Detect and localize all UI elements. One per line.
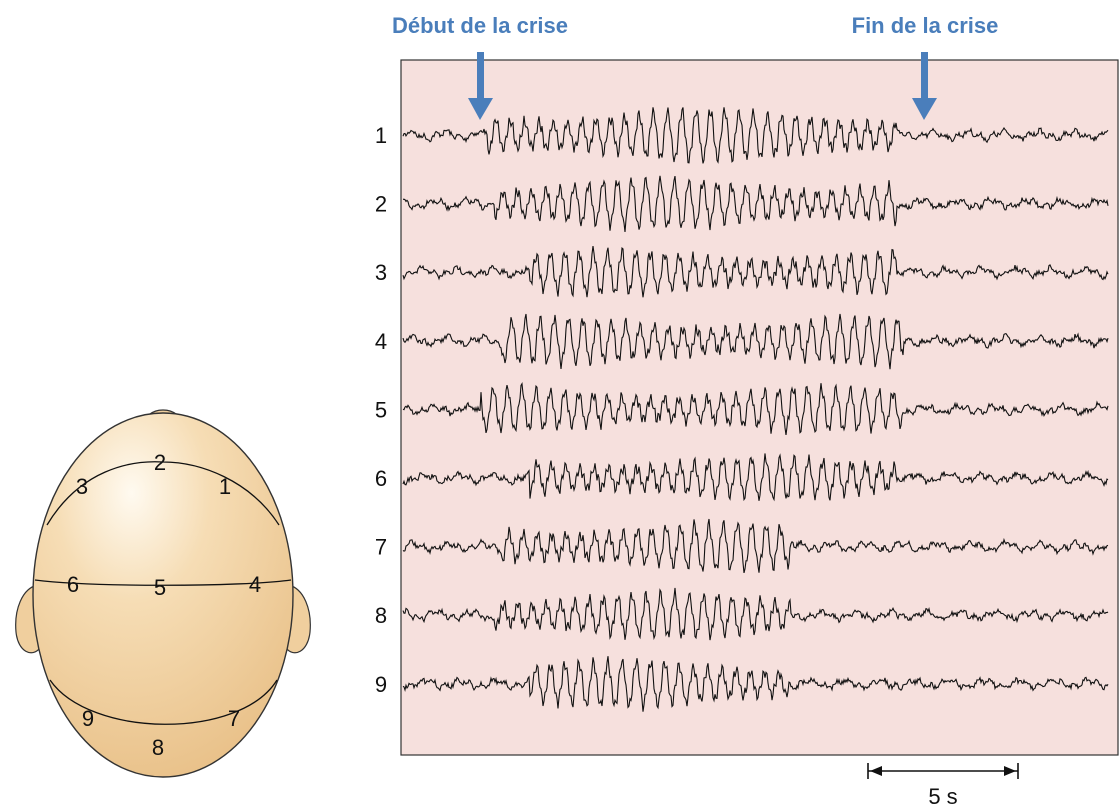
electrode-label-4: 4 [249,572,261,597]
electrode-arc-occipital [49,679,278,725]
electrode-label-3: 3 [76,474,88,499]
time-scale-bar: 5 s [867,763,1019,809]
electrode-label-2: 2 [154,450,166,475]
channel-label-3: 3 [375,260,387,285]
electrode-label-1: 1 [219,474,231,499]
end-annotation: Fin de la crise [852,13,999,120]
eeg-trace-channel-3 [402,246,1109,298]
onset-label: Début de la crise [392,13,568,38]
electrode-arc-frontal [46,461,280,526]
channel-label-7: 7 [375,535,387,560]
eeg-trace-channel-8 [402,587,1109,641]
end-arrow-head [912,98,937,120]
electrode-label-5: 5 [154,575,166,600]
eeg-traces [402,107,1109,712]
eeg-trace-channel-2 [402,175,1109,233]
electrode-label-8: 8 [152,735,164,760]
electrode-line-central [34,579,292,586]
end-arrow-shaft [921,52,928,100]
electrode-label-6: 6 [67,572,79,597]
channel-label-2: 2 [375,192,387,217]
electrode-labels: 3 2 1 6 5 4 9 8 7 [67,450,261,760]
eeg-panel: 1 2 3 4 5 6 7 8 9 [375,59,1119,756]
channel-label-6: 6 [375,466,387,491]
channel-label-4: 4 [375,329,387,354]
eeg-trace-channel-4 [402,313,1109,370]
scale-bar-right-arrow [1004,766,1016,776]
eeg-trace-channel-9 [402,656,1109,712]
channel-label-8: 8 [375,603,387,628]
head-outline [32,412,294,778]
onset-arrow-shaft [477,52,484,100]
electrode-label-9: 9 [82,706,94,731]
onset-arrow-head [468,98,493,120]
eeg-trace-channel-1 [402,107,1109,164]
eeg-trace-channel-6 [402,453,1109,502]
channel-labels: 1 2 3 4 5 6 7 8 9 [375,123,387,697]
eeg-trace-channel-5 [402,381,1109,435]
scale-bar-label: 5 s [928,784,957,809]
electrode-label-7: 7 [228,706,240,731]
eeg-trace-channel-7 [402,518,1109,574]
eeg-background [400,59,1119,756]
scale-bar-left-arrow [870,766,882,776]
head-diagram: 3 2 1 6 5 4 9 8 7 [15,409,311,778]
channel-label-9: 9 [375,672,387,697]
channel-label-5: 5 [375,397,387,422]
channel-label-1: 1 [375,123,387,148]
end-label: Fin de la crise [852,13,999,38]
onset-annotation: Début de la crise [392,13,568,120]
